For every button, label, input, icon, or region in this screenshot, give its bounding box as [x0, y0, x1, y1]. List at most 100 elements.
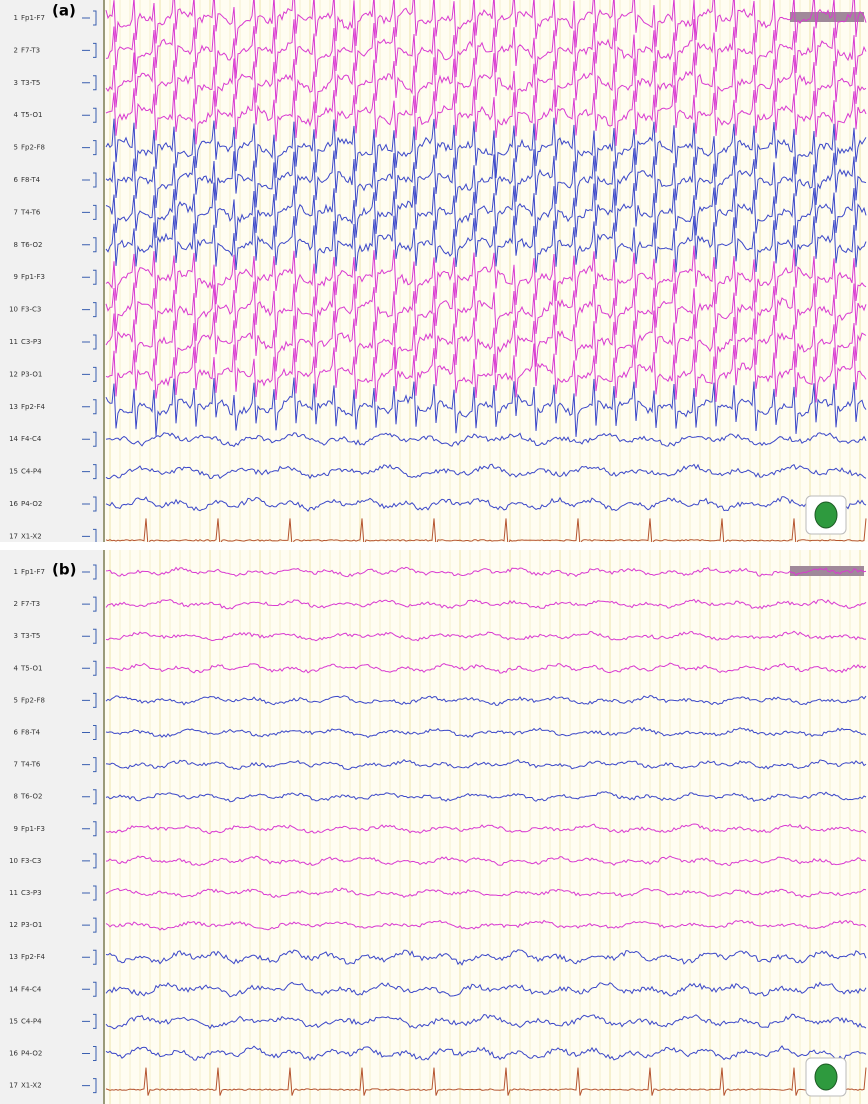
channel-number: 5	[14, 696, 18, 704]
eeg-trace	[105, 887, 867, 899]
trace-area	[104, 550, 868, 1104]
channel-name: F4-C4	[21, 985, 42, 993]
scale-icon	[82, 237, 97, 253]
eeg-trace	[105, 598, 867, 610]
scale-icon	[82, 10, 97, 26]
channel-number: 2	[14, 600, 18, 608]
eeg-trace	[105, 51, 867, 114]
channel-number: 3	[14, 632, 18, 640]
channel-name: F8-T4	[21, 729, 41, 737]
scale-icon	[82, 853, 97, 869]
eeg-trace	[105, 19, 867, 79]
channel-name: F7-T3	[21, 600, 40, 608]
channel-name: T6-O2	[20, 793, 42, 801]
scale-icon	[82, 789, 97, 805]
eeg-panel: (a) 1 Fp1-F7 2 F7-T3 3 T3-T5 4 T5-O1 5 Fp2-F8 6 F8-T…	[0, 0, 868, 542]
scale-icon	[82, 821, 97, 837]
channel-number: 1	[14, 568, 18, 576]
channel-name: Fp2-F8	[21, 696, 45, 704]
channel-number: 3	[14, 79, 18, 87]
eeg-trace	[105, 1013, 867, 1030]
brain-icon	[814, 501, 838, 529]
panel-label: (a)	[52, 2, 76, 20]
channel-number: 10	[9, 857, 18, 865]
scale-icon	[82, 269, 97, 285]
channel-number: 2	[14, 46, 18, 54]
eeg-trace	[105, 310, 867, 373]
scale-icon	[82, 564, 97, 580]
eeg-trace	[105, 215, 867, 274]
channel-name: F3-C3	[21, 857, 41, 865]
channel-name: P4-O2	[21, 1050, 42, 1058]
channel-number: 10	[9, 306, 18, 314]
channel-number: 17	[9, 532, 18, 540]
channel-number: 9	[14, 273, 18, 281]
scale-icon	[82, 399, 97, 415]
eeg-trace	[105, 662, 867, 674]
channel-number: 9	[14, 825, 18, 833]
channel-name: T4-T6	[20, 208, 41, 216]
eeg-trace	[105, 630, 867, 642]
channel-number: 12	[9, 921, 18, 929]
eeg-trace	[105, 694, 867, 706]
eeg-trace	[105, 919, 867, 931]
scale-icon	[82, 725, 97, 740]
channel-name: T3-T5	[20, 632, 40, 640]
eeg-trace	[105, 1045, 867, 1062]
channel-number: 16	[9, 500, 18, 508]
channel-name: X1-X2	[21, 532, 42, 540]
channel-name: Fp1-F3	[21, 273, 45, 281]
channel-number: 13	[9, 953, 18, 961]
scale-icon	[82, 464, 97, 480]
channel-name: C3-P3	[21, 338, 42, 346]
ecg-trace	[105, 1067, 867, 1096]
channel-name: F8-T4	[21, 176, 41, 184]
eeg-trace	[105, 245, 867, 306]
scale-icon	[82, 366, 97, 382]
channel-name: Fp2-F8	[21, 144, 45, 152]
eeg-trace	[105, 823, 867, 835]
scale-icon	[82, 204, 97, 220]
eeg-trace	[105, 280, 867, 341]
eeg-trace	[105, 432, 867, 448]
scale-icon	[82, 1046, 97, 1061]
eeg-trace	[105, 758, 867, 771]
channel-number: 6	[14, 176, 19, 184]
scale-icon	[82, 949, 97, 965]
scale-icon	[82, 981, 97, 997]
channel-name: P4-O2	[21, 500, 42, 508]
scale-icon	[82, 628, 97, 644]
channel-number: 8	[14, 793, 18, 801]
status-tag	[790, 12, 864, 22]
eeg-trace	[105, 148, 867, 209]
ecg-trace	[105, 518, 867, 542]
eeg-trace	[105, 981, 867, 998]
channel-number: 15	[9, 1017, 18, 1025]
scale-icon	[82, 528, 97, 542]
eeg-trace	[105, 377, 867, 437]
channel-number: 17	[9, 1082, 18, 1090]
eeg-trace	[105, 791, 867, 803]
trace-area	[104, 0, 868, 542]
channel-number: 11	[9, 889, 18, 897]
channel-number: 4	[14, 664, 19, 672]
channel-name: C4-P4	[21, 468, 42, 476]
scale-icon	[82, 140, 97, 156]
channel-name: C3-P3	[21, 889, 42, 897]
channel-name: P3-O1	[21, 921, 42, 929]
eeg-panel: (b) 1 Fp1-F7 2 F7-T3 3 T3-T5 4 T5-O1 5 Fp2-F8 6 F8-T…	[0, 550, 868, 1104]
channel-name: F4-C4	[21, 435, 42, 443]
channel-number: 7	[14, 208, 18, 216]
scale-icon	[82, 75, 97, 91]
eeg-trace	[105, 726, 867, 739]
scale-icon	[82, 596, 97, 612]
scale-icon	[82, 885, 97, 901]
scale-icon	[82, 917, 97, 933]
channel-number: 15	[9, 468, 18, 476]
channel-name: P3-O1	[21, 370, 42, 378]
eeg-trace	[105, 85, 867, 146]
channel-name: F3-C3	[21, 306, 41, 314]
channel-name: T6-O2	[20, 241, 42, 249]
channel-name: Fp1-F7	[21, 568, 45, 576]
brain-icon	[814, 1063, 838, 1091]
